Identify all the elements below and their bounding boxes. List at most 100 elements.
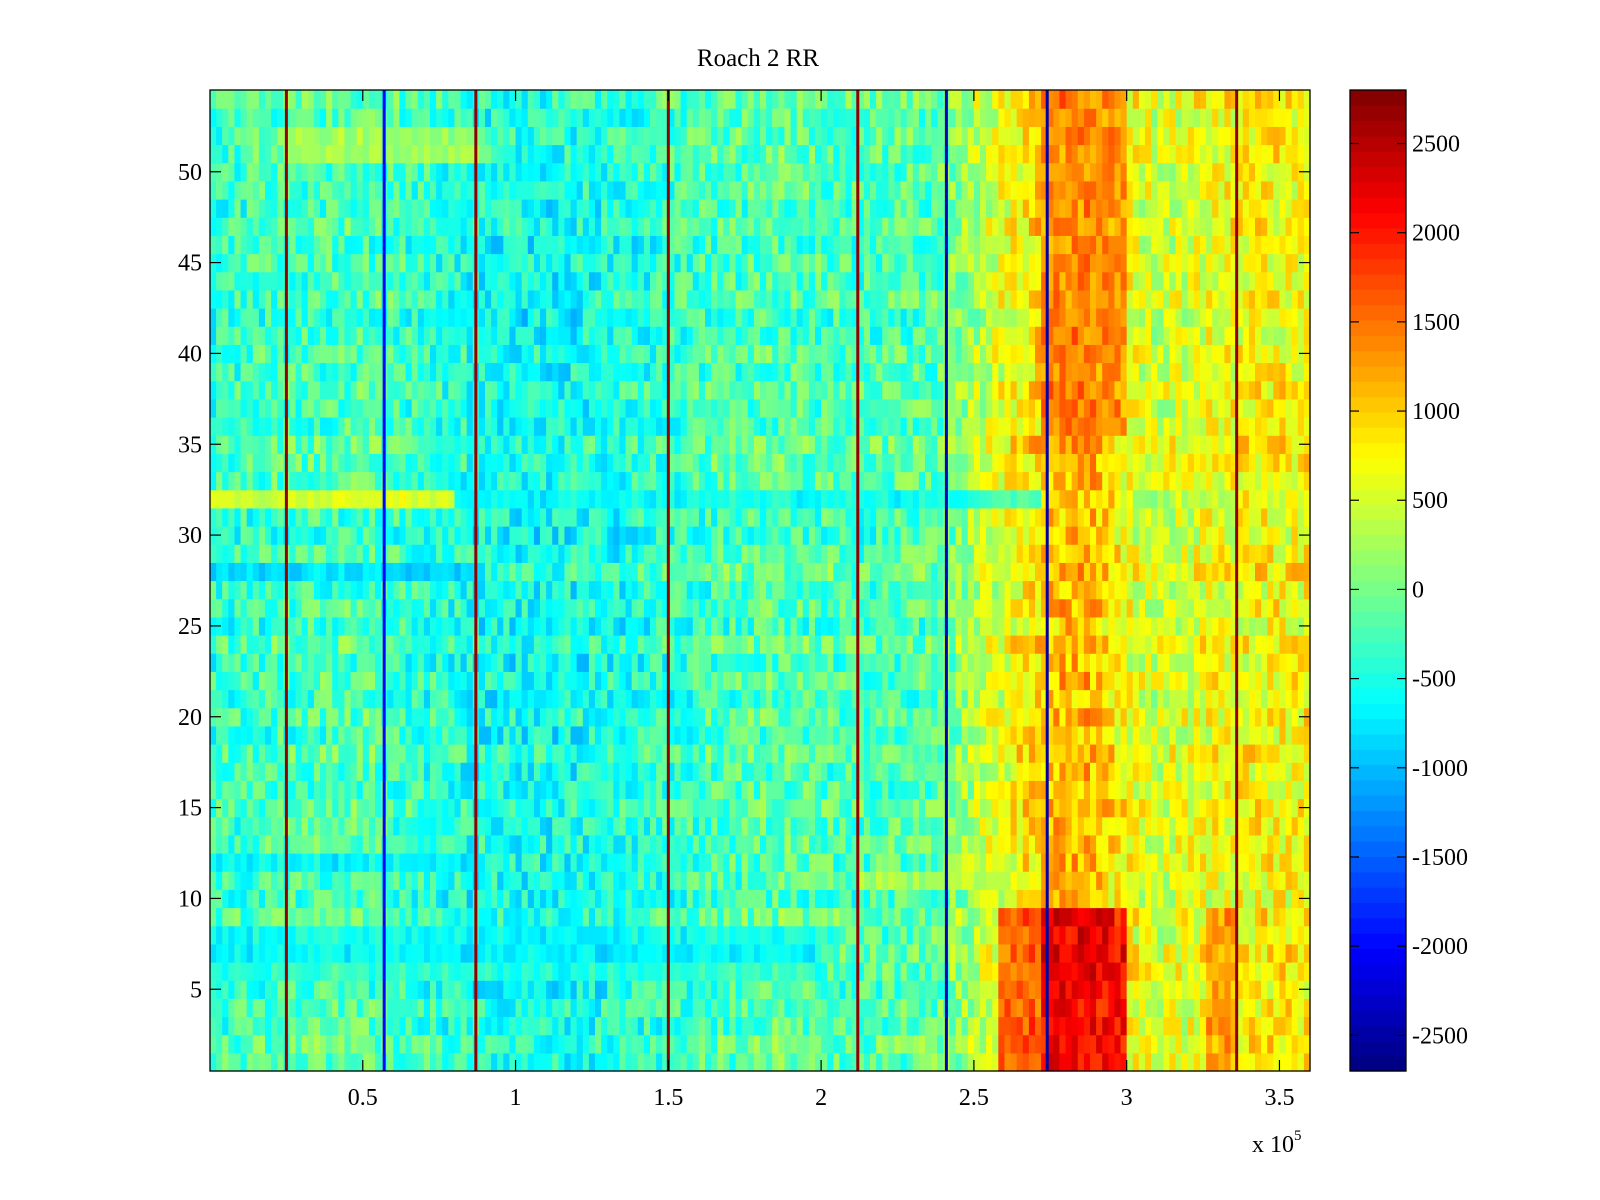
heatmap-cell <box>986 671 993 691</box>
heatmap-cell <box>1010 671 1018 691</box>
heatmap-cell <box>411 1052 419 1072</box>
heatmap-cell <box>503 725 511 745</box>
heatmap-cell <box>1138 762 1146 781</box>
heatmap-cell <box>375 853 382 872</box>
heatmap-cell <box>772 1034 779 1054</box>
heatmap-cell <box>918 816 926 836</box>
heatmap-cell <box>307 980 315 999</box>
heatmap-cell <box>387 780 394 800</box>
heatmap-cell <box>643 653 651 672</box>
heatmap-cell <box>491 998 498 1018</box>
heatmap-cell <box>1059 725 1067 745</box>
heatmap-cell <box>656 816 663 836</box>
heatmap-cell <box>723 980 731 999</box>
heatmap-cell <box>692 598 700 618</box>
heatmap-cell <box>741 1052 749 1072</box>
heatmap-cell <box>320 562 327 582</box>
heatmap-cell <box>698 580 706 600</box>
heatmap-cell <box>393 962 401 981</box>
heatmap-cell <box>668 871 676 890</box>
heatmap-cell <box>790 980 798 999</box>
heatmap-cell <box>973 725 981 745</box>
heatmap-cell <box>1224 943 1232 963</box>
heatmap-cell <box>650 798 657 818</box>
heatmap-cell <box>625 834 633 854</box>
heatmap-cell <box>411 907 419 927</box>
heatmap-cell <box>1138 635 1146 654</box>
heatmap-cell <box>350 943 358 963</box>
heatmap-cell <box>912 943 920 963</box>
heatmap-cell <box>931 962 938 981</box>
heatmap-cell <box>1193 616 1201 636</box>
heatmap-cell <box>454 707 462 727</box>
heatmap-cell <box>674 635 682 654</box>
heatmap-cell <box>503 780 511 800</box>
heatmap-cell <box>454 998 462 1018</box>
heatmap-cell <box>870 580 877 600</box>
heatmap-cell <box>1212 798 1219 818</box>
heatmap-cell <box>692 998 700 1018</box>
heatmap-cell <box>307 1052 315 1072</box>
heatmap-cell <box>656 744 663 763</box>
heatmap-cell <box>576 998 584 1018</box>
heatmap-cell <box>1090 998 1097 1018</box>
heatmap-cell <box>1047 689 1054 709</box>
heatmap-cell <box>570 798 578 818</box>
heatmap-cell <box>1016 762 1024 781</box>
heatmap-cell <box>821 889 828 909</box>
heatmap-cell <box>955 798 963 818</box>
heatmap-cell <box>888 834 896 854</box>
heatmap-cell <box>210 689 217 709</box>
heatmap-cell <box>1224 1052 1232 1072</box>
heatmap-cell <box>1169 816 1177 836</box>
heatmap-cell <box>478 962 486 981</box>
heatmap-cell <box>625 853 633 872</box>
heatmap-cell <box>1035 580 1042 600</box>
heatmap-cell <box>925 853 932 872</box>
heatmap-cell <box>631 943 639 963</box>
heatmap-cell <box>307 616 315 636</box>
heatmap-cell <box>1059 889 1067 909</box>
heatmap-cell <box>937 816 944 836</box>
heatmap-cell <box>240 889 248 909</box>
heatmap-cell <box>503 871 511 890</box>
heatmap-cell <box>332 707 339 727</box>
heatmap-cell <box>466 943 474 963</box>
heatmap-cell <box>845 635 853 654</box>
heatmap-cell <box>998 925 1006 945</box>
heatmap-cell <box>1242 962 1250 981</box>
heatmap-cell <box>1132 1034 1140 1054</box>
heatmap-cell <box>680 598 688 618</box>
heatmap-cell <box>717 816 724 836</box>
heatmap-cell <box>1273 762 1281 781</box>
heatmap-cell <box>1187 925 1195 945</box>
heatmap-cell <box>912 780 920 800</box>
heatmap-cell <box>1053 871 1061 890</box>
heatmap-cell <box>1059 980 1067 999</box>
heatmap-cell <box>888 816 896 836</box>
heatmap-cell <box>784 762 792 781</box>
heatmap-cell <box>888 689 896 709</box>
heatmap-cell <box>1255 816 1262 836</box>
heatmap-cell <box>448 1034 456 1054</box>
heatmap-cell <box>252 816 260 836</box>
heatmap-cell <box>778 889 786 909</box>
heatmap-cell <box>1132 853 1140 872</box>
heatmap-cell <box>491 943 498 963</box>
heatmap-cell <box>222 780 229 800</box>
heatmap-cell <box>1126 762 1134 781</box>
heatmap-cell <box>992 925 999 945</box>
heatmap-cell <box>399 635 407 654</box>
heatmap-cell <box>509 744 517 763</box>
heatmap-cell <box>1261 725 1268 745</box>
heatmap-cell <box>265 834 272 854</box>
heatmap-cell <box>1120 780 1128 800</box>
heatmap-cell <box>1255 653 1262 672</box>
heatmap-cell <box>1053 671 1061 691</box>
heatmap-cell <box>1291 871 1299 890</box>
heatmap-cell <box>430 871 437 890</box>
heatmap-cell <box>674 798 682 818</box>
heatmap-cell <box>619 998 627 1018</box>
heatmap-cell <box>613 671 621 691</box>
heatmap-cell <box>344 907 352 927</box>
